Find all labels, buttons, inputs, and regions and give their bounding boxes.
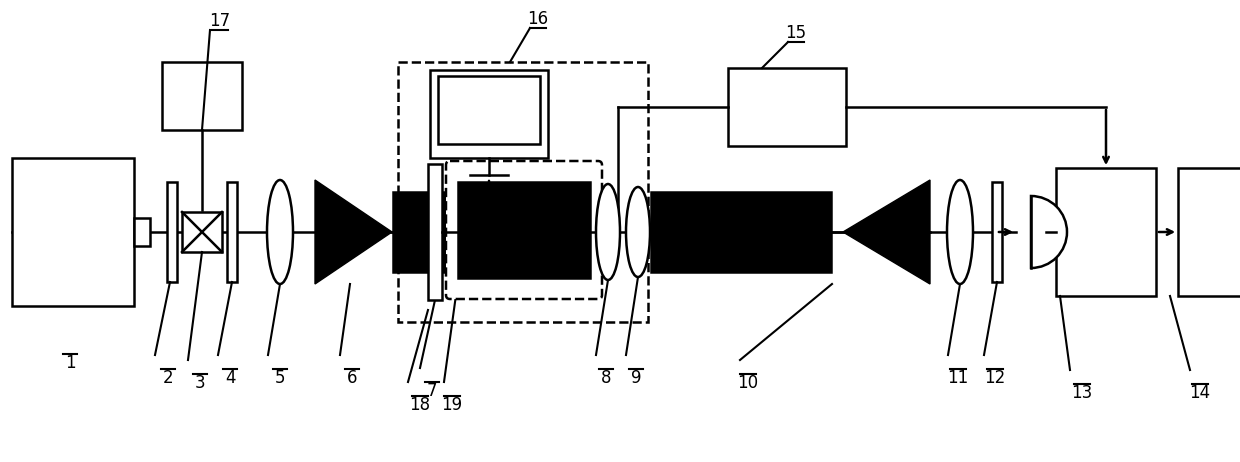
- Bar: [227, 182, 237, 282]
- Bar: [1178, 168, 1240, 296]
- Polygon shape: [843, 180, 930, 284]
- Bar: [134, 218, 150, 246]
- Bar: [458, 182, 590, 278]
- Ellipse shape: [596, 184, 620, 280]
- Text: 10: 10: [738, 374, 759, 392]
- Text: 11: 11: [947, 369, 968, 387]
- Polygon shape: [315, 180, 392, 284]
- Text: 13: 13: [1071, 384, 1092, 402]
- Bar: [728, 68, 846, 146]
- Text: 5: 5: [275, 369, 285, 387]
- Text: 15: 15: [785, 24, 806, 42]
- Bar: [398, 62, 649, 322]
- Bar: [438, 76, 539, 144]
- Text: 9: 9: [631, 369, 641, 387]
- Text: 16: 16: [527, 10, 548, 28]
- Bar: [162, 62, 242, 130]
- Text: 18: 18: [409, 396, 430, 414]
- Bar: [430, 70, 548, 158]
- Text: 14: 14: [1189, 384, 1210, 402]
- Text: 1: 1: [64, 354, 76, 372]
- Text: 17: 17: [210, 12, 231, 30]
- Bar: [393, 192, 451, 272]
- Ellipse shape: [267, 180, 293, 284]
- Text: 8: 8: [600, 369, 611, 387]
- Bar: [12, 158, 134, 306]
- Bar: [651, 192, 831, 272]
- FancyBboxPatch shape: [446, 161, 601, 299]
- Text: 19: 19: [441, 396, 463, 414]
- Bar: [1056, 168, 1156, 296]
- Text: 12: 12: [985, 369, 1006, 387]
- Wedge shape: [1030, 196, 1066, 268]
- Ellipse shape: [947, 180, 973, 284]
- Bar: [167, 182, 177, 282]
- Bar: [992, 182, 1002, 282]
- Text: 7: 7: [427, 382, 438, 400]
- Bar: [182, 212, 222, 252]
- Text: 2: 2: [162, 369, 174, 387]
- Ellipse shape: [626, 187, 650, 277]
- Bar: [428, 164, 441, 300]
- Text: 4: 4: [224, 369, 236, 387]
- Text: 6: 6: [347, 369, 357, 387]
- Text: 3: 3: [195, 374, 206, 392]
